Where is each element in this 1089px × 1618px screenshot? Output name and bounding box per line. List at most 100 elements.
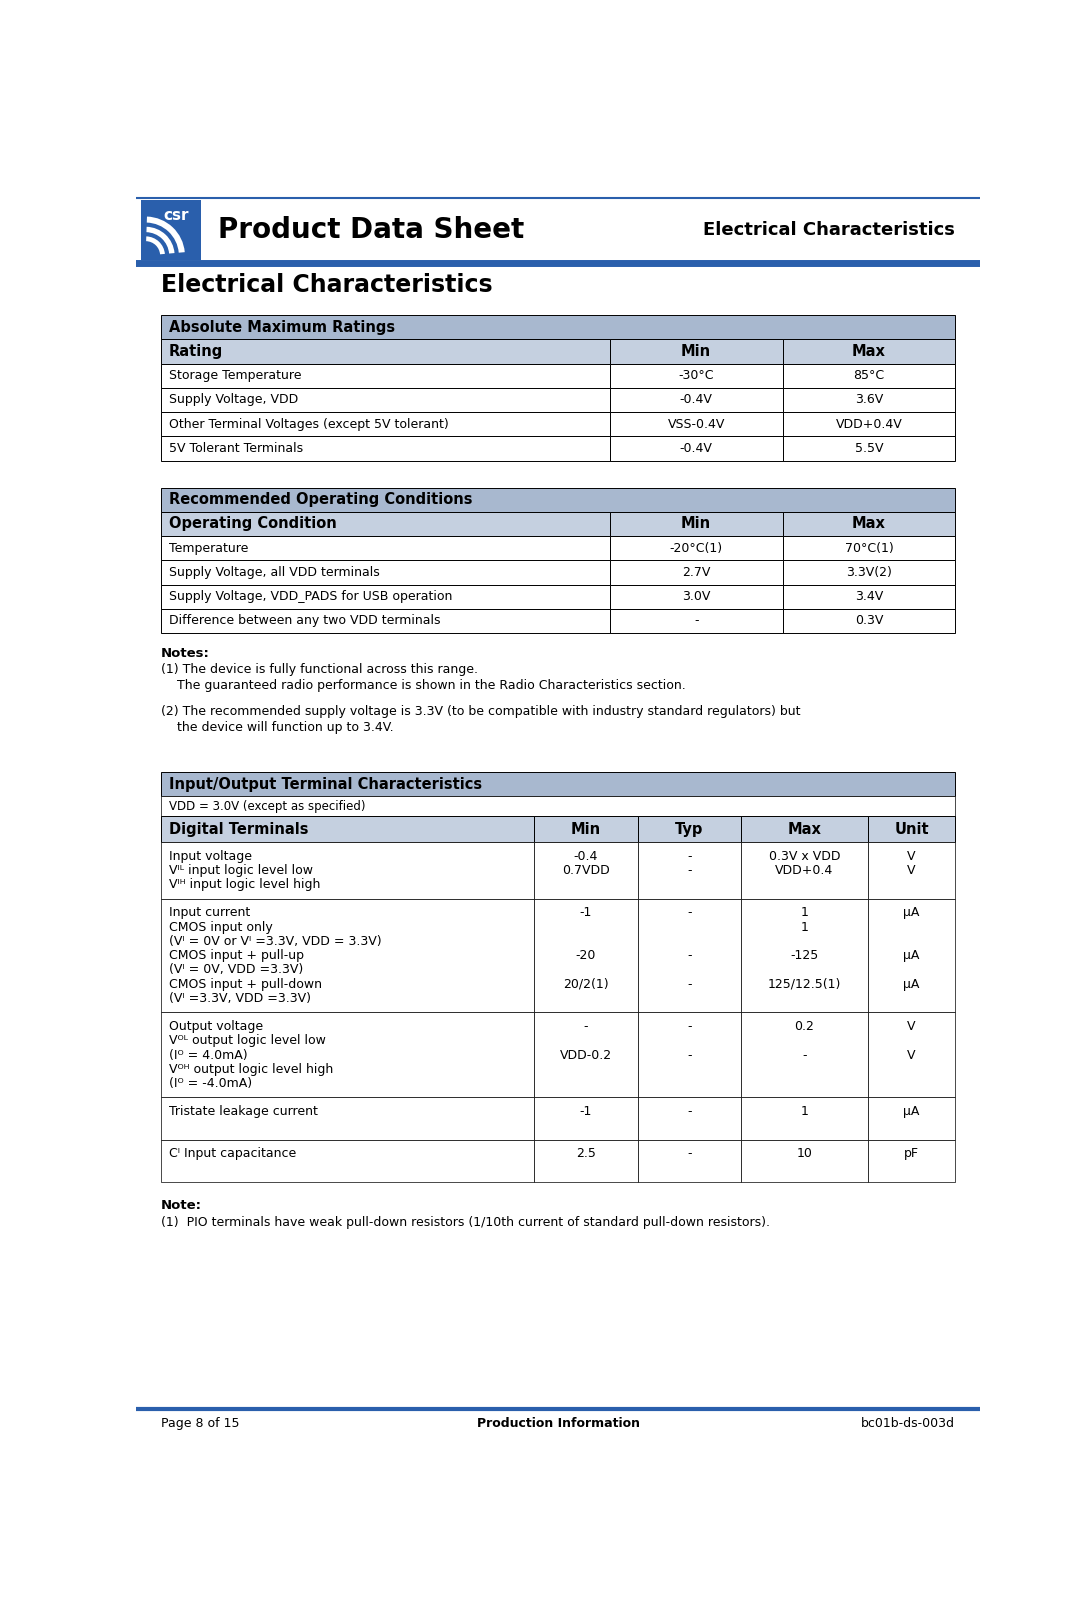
FancyBboxPatch shape <box>637 817 741 843</box>
FancyBboxPatch shape <box>741 1013 868 1097</box>
Text: Min: Min <box>681 516 711 531</box>
Text: Product Data Sheet: Product Data Sheet <box>218 217 525 244</box>
FancyBboxPatch shape <box>637 898 741 1013</box>
Text: Max: Max <box>787 822 821 837</box>
Text: -0.4V: -0.4V <box>680 442 712 455</box>
FancyBboxPatch shape <box>161 437 610 461</box>
Text: (Iᴼ = -4.0mA): (Iᴼ = -4.0mA) <box>169 1078 252 1091</box>
FancyBboxPatch shape <box>535 898 637 1013</box>
Text: Typ: Typ <box>675 822 703 837</box>
Text: Electrical Characteristics: Electrical Characteristics <box>703 222 955 239</box>
FancyBboxPatch shape <box>535 1097 637 1139</box>
FancyBboxPatch shape <box>868 898 955 1013</box>
Text: V: V <box>907 1019 916 1032</box>
FancyBboxPatch shape <box>161 608 610 633</box>
Text: μA: μA <box>904 977 920 990</box>
Text: Max: Max <box>852 345 885 359</box>
FancyBboxPatch shape <box>783 511 955 536</box>
FancyBboxPatch shape <box>610 340 783 364</box>
Text: (2) The recommended supply voltage is 3.3V (to be compatible with industry stand: (2) The recommended supply voltage is 3.… <box>161 705 800 718</box>
Text: Min: Min <box>681 345 711 359</box>
Text: 3.6V: 3.6V <box>855 393 883 406</box>
FancyBboxPatch shape <box>161 560 610 584</box>
Text: -: - <box>687 906 692 919</box>
FancyBboxPatch shape <box>161 843 535 898</box>
FancyBboxPatch shape <box>161 536 610 560</box>
Text: -: - <box>687 1105 692 1118</box>
FancyBboxPatch shape <box>161 340 610 364</box>
FancyBboxPatch shape <box>637 1097 741 1139</box>
Text: Supply Voltage, VDD_PADS for USB operation: Supply Voltage, VDD_PADS for USB operati… <box>169 591 452 604</box>
FancyBboxPatch shape <box>161 898 535 1013</box>
Text: pF: pF <box>904 1147 919 1160</box>
Text: -: - <box>803 1048 807 1061</box>
Text: the device will function up to 3.4V.: the device will function up to 3.4V. <box>161 722 393 735</box>
Text: -20°C(1): -20°C(1) <box>670 542 723 555</box>
Bar <box>140 201 201 260</box>
Text: 1: 1 <box>800 906 808 919</box>
FancyBboxPatch shape <box>868 817 955 843</box>
Text: -: - <box>687 1019 692 1032</box>
FancyBboxPatch shape <box>868 1139 955 1183</box>
Text: -1: -1 <box>579 906 592 919</box>
Text: μA: μA <box>904 906 920 919</box>
Text: Notes:: Notes: <box>161 647 210 660</box>
Text: Unit: Unit <box>894 822 929 837</box>
Text: Input current: Input current <box>169 906 249 919</box>
Text: Temperature: Temperature <box>169 542 248 555</box>
Text: CMOS input + pull-up: CMOS input + pull-up <box>169 950 304 963</box>
Text: -1: -1 <box>579 1105 592 1118</box>
Text: 0.3V: 0.3V <box>855 615 883 628</box>
FancyBboxPatch shape <box>161 796 955 817</box>
Text: 85°C: 85°C <box>854 369 884 382</box>
FancyBboxPatch shape <box>610 437 783 461</box>
Bar <box>136 197 980 264</box>
Text: Input voltage: Input voltage <box>169 849 252 862</box>
Text: Digital Terminals: Digital Terminals <box>169 822 308 837</box>
Text: μA: μA <box>904 1105 920 1118</box>
Text: Vᴼᴸ output logic level low: Vᴼᴸ output logic level low <box>169 1034 326 1047</box>
Text: (1) The device is fully functional across this range.: (1) The device is fully functional acros… <box>161 663 478 676</box>
Text: (Iᴼ = 4.0mA): (Iᴼ = 4.0mA) <box>169 1048 247 1061</box>
Text: -: - <box>687 977 692 990</box>
FancyBboxPatch shape <box>161 1097 535 1139</box>
Text: Vᴵᴴ input logic level high: Vᴵᴴ input logic level high <box>169 879 320 892</box>
FancyBboxPatch shape <box>637 843 741 898</box>
FancyBboxPatch shape <box>161 817 535 843</box>
FancyBboxPatch shape <box>783 608 955 633</box>
Text: Rating: Rating <box>169 345 223 359</box>
Text: 10: 10 <box>796 1147 812 1160</box>
Text: 5V Tolerant Terminals: 5V Tolerant Terminals <box>169 442 303 455</box>
Text: Vᴼᴴ output logic level high: Vᴼᴴ output logic level high <box>169 1063 333 1076</box>
FancyBboxPatch shape <box>161 413 610 437</box>
FancyBboxPatch shape <box>783 364 955 388</box>
Text: V: V <box>907 849 916 862</box>
Text: VDD-0.2: VDD-0.2 <box>560 1048 612 1061</box>
FancyBboxPatch shape <box>161 511 610 536</box>
Text: Electrical Characteristics: Electrical Characteristics <box>161 273 492 296</box>
FancyBboxPatch shape <box>783 584 955 608</box>
Text: 1: 1 <box>800 1105 808 1118</box>
FancyBboxPatch shape <box>783 388 955 413</box>
Wedge shape <box>147 217 185 252</box>
FancyBboxPatch shape <box>535 843 637 898</box>
FancyBboxPatch shape <box>868 843 955 898</box>
Text: Production Information: Production Information <box>477 1417 639 1430</box>
Text: -: - <box>687 849 692 862</box>
Text: Max: Max <box>852 516 885 531</box>
FancyBboxPatch shape <box>741 843 868 898</box>
Text: csr: csr <box>163 207 189 223</box>
FancyBboxPatch shape <box>783 536 955 560</box>
FancyBboxPatch shape <box>161 388 610 413</box>
Text: 70°C(1): 70°C(1) <box>845 542 893 555</box>
FancyBboxPatch shape <box>535 817 637 843</box>
Text: -0.4V: -0.4V <box>680 393 712 406</box>
FancyBboxPatch shape <box>610 608 783 633</box>
Text: -: - <box>687 950 692 963</box>
Text: 2.5: 2.5 <box>576 1147 596 1160</box>
Text: Page 8 of 15: Page 8 of 15 <box>161 1417 240 1430</box>
Text: V: V <box>907 1048 916 1061</box>
FancyBboxPatch shape <box>637 1013 741 1097</box>
Text: Supply Voltage, VDD: Supply Voltage, VDD <box>169 393 298 406</box>
Wedge shape <box>146 227 174 254</box>
